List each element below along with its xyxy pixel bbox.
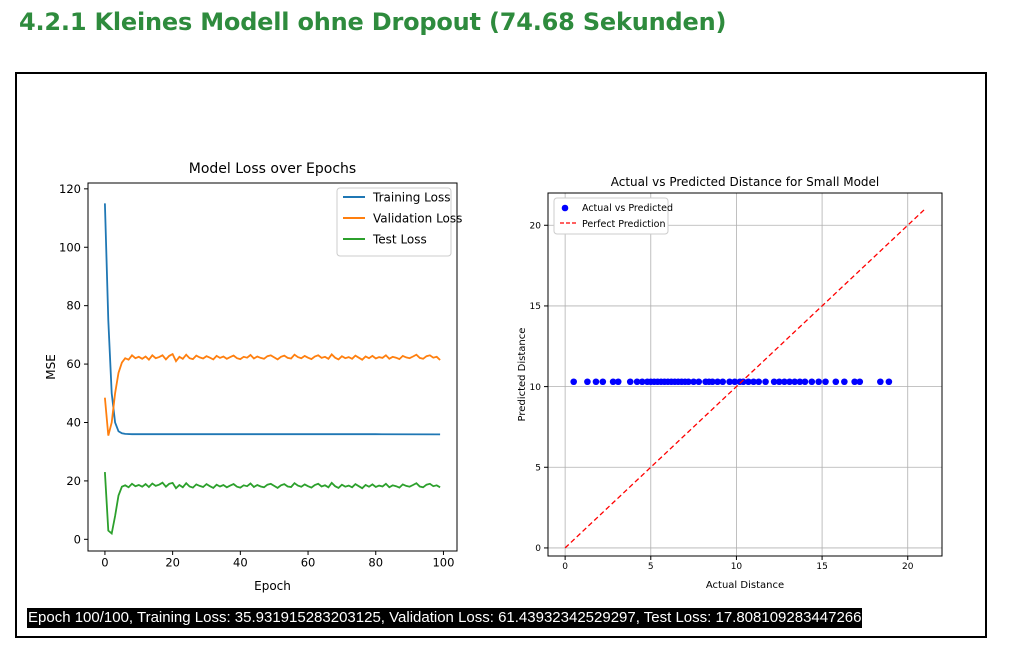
scatter-point [609,378,617,386]
scatter-point [719,378,727,386]
y-tick-label: 15 [530,302,541,312]
x-tick-label: 15 [816,562,827,572]
scatter-point [796,378,804,386]
y-tick-label: 0 [74,532,81,546]
scatter-point [832,378,840,386]
x-tick-label: 5 [648,562,654,572]
x-tick-label: 10 [731,562,743,572]
legend-entry-label: Actual vs Predicted [582,203,673,214]
scatter-point [801,378,809,386]
scatter-point [614,378,622,386]
scatter-point [626,378,634,386]
y-tick-label: 80 [66,299,81,313]
y-axis-label: Predicted Distance [517,328,528,422]
chart-title: Actual vs Predicted Distance for Small M… [611,175,880,189]
x-tick-label: 60 [301,556,316,570]
scatter-point [808,378,816,386]
series-line-1 [104,203,441,436]
chart-2: 0 5 10 15 20 0 5 10 15 20 Actual vs Predicted Dist… [517,175,943,591]
x-tick-label: 0 [101,556,108,570]
scatter-point [731,378,739,386]
scatter-point [841,378,848,386]
y-tick-label: 120 [59,182,81,196]
scatter-point [770,378,778,386]
scatter-point [599,378,607,386]
scatter-point [851,378,858,386]
scatter-point [755,378,763,386]
scatter-point [856,378,864,386]
x-tick-label: 40 [233,556,248,570]
scatter-point [570,378,577,386]
scatter-point [690,378,697,386]
scatter-point [815,378,822,386]
scatter-point [592,378,600,386]
series-line-3 [104,472,441,536]
scatter-point [750,378,757,386]
x-tick-label: 20 [165,556,180,570]
scatter-point [714,378,721,386]
y-tick-label: 20 [530,221,542,231]
y-tick-label: 0 [535,544,541,554]
scatter-point [584,378,591,386]
legend-entry-label: Perfect Prediction [582,219,666,230]
y-tick-label: 100 [59,240,81,254]
output-image-frame [15,72,987,638]
training-log-output: Epoch 100/100, Training Loss: 35.9319152… [27,608,863,628]
scatter-point [885,378,893,386]
legend-marker [561,204,569,212]
scatter-point [877,378,884,386]
y-tick-label: 40 [66,416,81,430]
chart-title: Model Loss over Epochs [189,161,356,177]
legend-entry-label: Test Loss [372,232,427,246]
x-axis-label: Actual Distance [706,580,784,591]
plot-area-frame [87,182,458,552]
scatter-point [781,378,788,386]
scatter-point [822,378,829,386]
x-tick-label: 80 [368,556,383,570]
legend-entry-label: Training Loss [372,190,450,204]
scatter-point [791,378,798,386]
y-tick-label: 10 [530,383,542,393]
x-tick-label: 20 [902,562,914,572]
scatter-point [638,378,646,386]
scatter-point [775,378,783,386]
y-axis-label: MSE [44,354,58,380]
scatter-point [685,378,692,386]
x-tick-label: 0 [562,562,568,572]
x-axis-label: Epoch [254,579,291,593]
legend: Training Loss Validation Loss Test Loss [336,187,462,257]
x-tick-label: 100 [432,556,454,570]
scatter-point [633,378,641,386]
plot-area-frame [547,192,943,557]
section-heading: 4.2.1 Kleines Modell ohne Dropout (74.68… [19,8,727,36]
scatter-point [762,378,769,386]
legend: Actual vs Predicted Perfect Prediction [553,197,673,235]
scatter-point [739,378,747,386]
scatter-point [745,378,752,386]
legend-box [336,187,452,257]
scatter-point [726,378,733,386]
chart-1: 0 20 40 60 80 100 0 20 40 60 80 100 120 Model Loss ov… [44,161,462,593]
series-line-2 [104,352,441,436]
y-tick-label: 20 [66,474,81,488]
scatter-point [786,378,793,386]
scatter-point [709,378,716,386]
y-tick-label: 60 [66,357,81,371]
series-line-2 [564,208,926,549]
legend-box [553,197,669,235]
scatter-point [695,378,703,386]
legend-entry-label: Validation Loss [373,211,462,225]
y-tick-label: 5 [535,463,541,473]
